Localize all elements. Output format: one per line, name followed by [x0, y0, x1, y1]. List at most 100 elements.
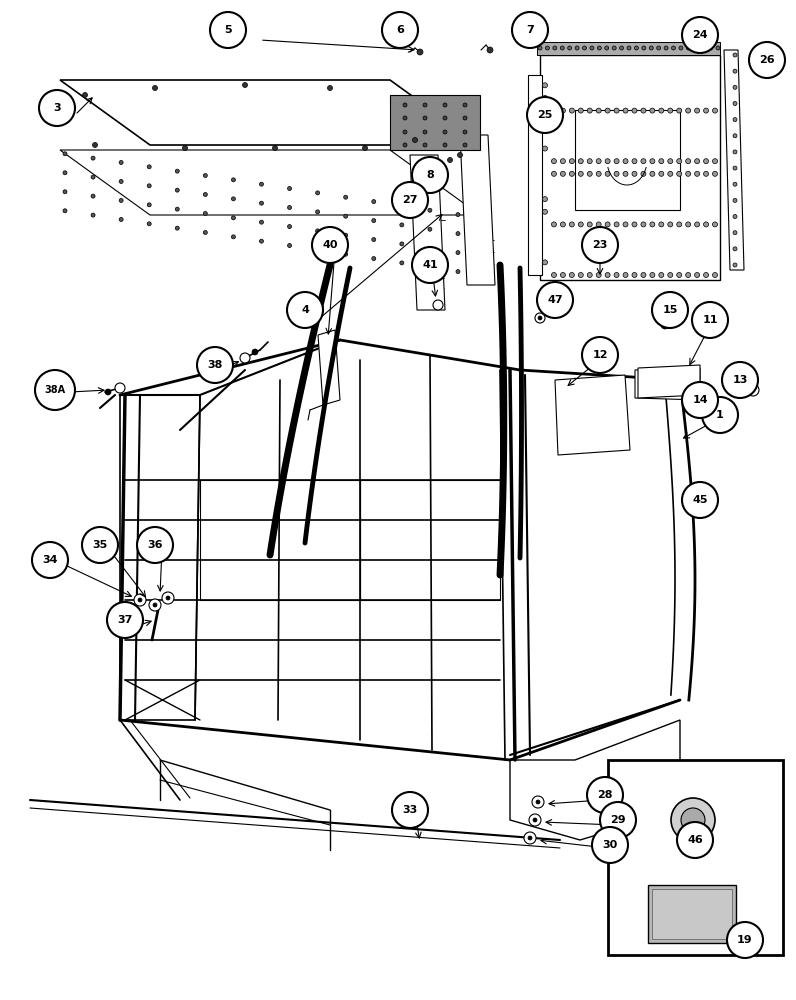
Circle shape	[614, 159, 619, 164]
Circle shape	[458, 152, 462, 157]
Text: 36: 36	[147, 540, 162, 550]
Text: 23: 23	[592, 240, 607, 250]
Bar	[648, 885, 736, 943]
Circle shape	[417, 49, 423, 55]
Text: 28: 28	[597, 790, 613, 800]
Text: 45: 45	[693, 495, 708, 505]
Circle shape	[538, 316, 542, 320]
Text: 33: 33	[402, 805, 418, 815]
Text: 34: 34	[42, 555, 58, 565]
Text: 41: 41	[422, 260, 438, 270]
Text: 1: 1	[716, 410, 724, 420]
Circle shape	[63, 152, 67, 156]
Circle shape	[456, 232, 460, 236]
Circle shape	[596, 272, 601, 277]
Circle shape	[63, 171, 67, 175]
Bar	[608, 760, 783, 955]
Circle shape	[443, 103, 447, 107]
Polygon shape	[635, 368, 700, 400]
Polygon shape	[318, 330, 340, 405]
Circle shape	[392, 182, 428, 218]
Circle shape	[543, 197, 548, 202]
Circle shape	[659, 108, 664, 113]
Polygon shape	[528, 75, 542, 275]
Text: 15: 15	[662, 305, 677, 315]
Circle shape	[712, 108, 717, 113]
Circle shape	[587, 159, 592, 164]
Circle shape	[569, 171, 575, 176]
Text: 5: 5	[224, 25, 232, 35]
Circle shape	[91, 194, 95, 198]
Circle shape	[241, 354, 249, 362]
Circle shape	[582, 227, 618, 263]
Circle shape	[316, 210, 320, 214]
Circle shape	[119, 179, 123, 183]
Circle shape	[182, 145, 188, 150]
Text: 12: 12	[592, 350, 608, 360]
Text: 37: 37	[117, 615, 133, 625]
Circle shape	[733, 182, 737, 186]
Circle shape	[587, 171, 592, 176]
Circle shape	[590, 46, 594, 50]
Circle shape	[634, 46, 638, 50]
Circle shape	[372, 200, 376, 204]
Circle shape	[704, 222, 708, 227]
Circle shape	[316, 229, 320, 233]
Circle shape	[695, 171, 700, 176]
Circle shape	[712, 159, 717, 164]
Circle shape	[749, 42, 785, 78]
Circle shape	[91, 175, 95, 179]
Circle shape	[138, 598, 142, 602]
Circle shape	[650, 222, 655, 227]
Circle shape	[704, 272, 708, 277]
Circle shape	[552, 108, 556, 113]
Circle shape	[412, 137, 417, 142]
Text: 38: 38	[207, 360, 223, 370]
Circle shape	[552, 159, 556, 164]
Circle shape	[119, 217, 123, 221]
Circle shape	[529, 814, 541, 826]
Text: 27: 27	[402, 195, 418, 205]
Circle shape	[91, 156, 95, 160]
Circle shape	[578, 222, 583, 227]
Circle shape	[733, 231, 737, 235]
Circle shape	[623, 272, 628, 277]
Circle shape	[712, 272, 717, 277]
Circle shape	[147, 222, 151, 226]
Circle shape	[592, 827, 628, 863]
Circle shape	[39, 90, 75, 126]
Circle shape	[536, 800, 540, 804]
Circle shape	[105, 389, 111, 395]
Circle shape	[612, 46, 616, 50]
Polygon shape	[724, 50, 744, 270]
Circle shape	[578, 108, 583, 113]
Circle shape	[641, 159, 646, 164]
Text: 7: 7	[526, 25, 534, 35]
Circle shape	[668, 272, 673, 277]
Circle shape	[641, 272, 646, 277]
Circle shape	[552, 171, 556, 176]
Circle shape	[748, 385, 758, 395]
Circle shape	[694, 46, 698, 50]
Circle shape	[403, 103, 407, 107]
Circle shape	[716, 46, 720, 50]
Circle shape	[632, 272, 637, 277]
Circle shape	[153, 86, 158, 91]
Circle shape	[443, 116, 447, 120]
Circle shape	[456, 270, 460, 274]
Circle shape	[543, 95, 548, 100]
Circle shape	[232, 235, 236, 239]
Text: 30: 30	[603, 840, 618, 850]
Circle shape	[650, 46, 654, 50]
Circle shape	[659, 159, 664, 164]
Circle shape	[650, 108, 655, 113]
Circle shape	[619, 46, 623, 50]
Circle shape	[733, 101, 737, 105]
Circle shape	[243, 83, 248, 88]
Circle shape	[456, 213, 460, 217]
Circle shape	[82, 527, 118, 563]
Circle shape	[614, 222, 619, 227]
Text: 46: 46	[687, 835, 703, 845]
Circle shape	[344, 233, 348, 237]
Circle shape	[627, 46, 631, 50]
